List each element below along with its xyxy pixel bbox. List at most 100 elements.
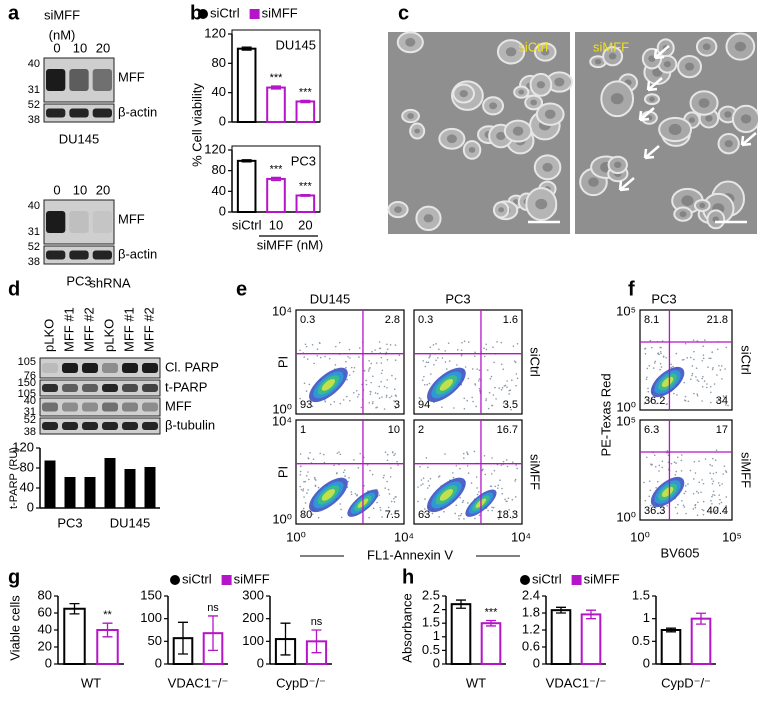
- event: [459, 467, 461, 470]
- panel-letter: f: [628, 278, 635, 300]
- event: [369, 393, 372, 395]
- event: [444, 453, 446, 455]
- event: [491, 509, 494, 512]
- event: [300, 465, 302, 467]
- event: [350, 493, 353, 496]
- cell-core: [594, 58, 602, 65]
- event: [386, 348, 389, 350]
- protein-label: MFF: [118, 69, 145, 84]
- event: [428, 484, 431, 487]
- event: [485, 399, 487, 402]
- legend-label: siCtrl: [182, 571, 212, 586]
- cell-core: [608, 52, 617, 60]
- event: [370, 362, 373, 365]
- event: [349, 357, 351, 359]
- event: [697, 380, 700, 382]
- density: [321, 489, 335, 501]
- arrow: [646, 77, 663, 92]
- x-axis-label: BV605: [660, 545, 699, 560]
- event: [353, 459, 355, 461]
- event: [372, 507, 375, 510]
- bar: [236, 47, 257, 124]
- size-marker: 52: [28, 99, 40, 111]
- y-tick-label: 150: [140, 587, 162, 602]
- event: [384, 487, 387, 489]
- event: [350, 491, 353, 493]
- event: [675, 470, 678, 473]
- event: [696, 514, 699, 517]
- event: [355, 389, 358, 392]
- event: [316, 354, 319, 357]
- event: [644, 352, 647, 355]
- significance: ns: [207, 602, 219, 614]
- event: [693, 392, 695, 395]
- legend-marker: [520, 575, 530, 585]
- legend-marker: [170, 575, 180, 585]
- protein-label: MFF: [118, 211, 145, 226]
- y-tick-label: 1.5: [422, 615, 440, 630]
- event: [390, 467, 392, 469]
- event: [707, 366, 709, 368]
- event: [397, 464, 399, 466]
- event: [654, 507, 657, 509]
- event: [347, 355, 349, 358]
- event: [448, 360, 451, 362]
- x-tick-label: VDAC1⁻/⁻: [168, 675, 229, 690]
- event: [305, 390, 308, 392]
- cell-core: [702, 43, 711, 51]
- panel-letter: d: [8, 278, 20, 300]
- event: [721, 483, 723, 485]
- event: [299, 485, 302, 488]
- event: [463, 457, 465, 459]
- event: [317, 516, 320, 519]
- panel-letter: g: [8, 566, 20, 588]
- event: [417, 500, 419, 503]
- event: [303, 356, 306, 358]
- event: [467, 502, 469, 504]
- event: [386, 453, 389, 456]
- y-tick-label: 1.2: [522, 621, 540, 636]
- event: [499, 479, 501, 481]
- protein-label: MFF: [165, 398, 192, 413]
- event: [670, 366, 673, 369]
- event: [380, 356, 383, 359]
- event: [496, 341, 498, 343]
- event: [680, 454, 683, 456]
- event: [712, 480, 715, 483]
- event: [651, 397, 653, 400]
- cell-core: [544, 109, 556, 119]
- event: [498, 518, 500, 520]
- event: [463, 340, 466, 343]
- event: [683, 506, 686, 508]
- quadrant-value: 8.1: [644, 314, 659, 326]
- event: [324, 400, 327, 403]
- density: [439, 379, 453, 391]
- event: [654, 360, 657, 363]
- event: [432, 344, 435, 346]
- event: [692, 339, 695, 341]
- event: [463, 397, 466, 400]
- event: [348, 348, 351, 351]
- y-tick-label: 40: [20, 479, 34, 494]
- event: [504, 384, 507, 387]
- x-axis-label: siMFF (nM): [257, 237, 323, 252]
- event: [375, 407, 377, 409]
- event: [303, 481, 305, 483]
- event: [386, 459, 389, 462]
- event: [718, 365, 720, 367]
- y-tick-label: 2: [433, 601, 440, 616]
- error-bar: [271, 176, 281, 182]
- event: [647, 387, 649, 390]
- cell-core: [734, 41, 746, 52]
- event: [460, 354, 463, 357]
- event: [483, 347, 485, 350]
- event: [497, 487, 499, 489]
- event: [443, 510, 445, 513]
- density: [321, 379, 335, 391]
- cell-core: [518, 89, 525, 95]
- event: [425, 361, 428, 364]
- event: [466, 464, 469, 467]
- event: [701, 386, 704, 388]
- event: [645, 378, 648, 381]
- event: [338, 451, 340, 453]
